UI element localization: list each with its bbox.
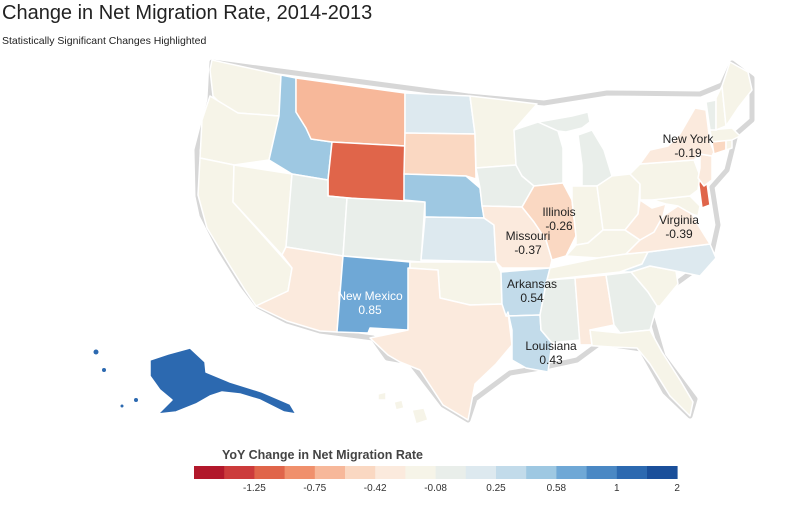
label-virginia-name: Virginia bbox=[659, 213, 699, 227]
legend-tick-label: -1.25 bbox=[243, 483, 266, 494]
legend-tick-labels: -1.25 -0.75 -0.42 -0.08 0.25 0.58 1 2 bbox=[243, 483, 680, 494]
label-new-york-value: -0.19 bbox=[674, 146, 702, 160]
legend-tick-label: -0.42 bbox=[364, 483, 387, 494]
label-louisiana-name: Louisiana bbox=[525, 339, 577, 353]
state-hi-3 bbox=[411, 407, 429, 425]
label-virginia-value: -0.39 bbox=[665, 227, 693, 241]
legend-swatch bbox=[647, 466, 678, 479]
state-il bbox=[521, 182, 577, 261]
label-missouri-name: Missouri bbox=[506, 229, 551, 243]
state-or bbox=[199, 95, 280, 166]
legend-swatch bbox=[435, 466, 467, 479]
legend-swatch bbox=[194, 466, 225, 479]
state-ak bbox=[149, 347, 297, 415]
us-map: New Mexico 0.85 Arkansas 0.54 Louisiana … bbox=[93, 59, 755, 425]
legend-swatches bbox=[194, 466, 678, 479]
legend-swatch bbox=[314, 466, 346, 479]
legend-swatch bbox=[254, 466, 285, 479]
label-arkansas-name: Arkansas bbox=[507, 277, 557, 291]
legend-swatch bbox=[496, 466, 527, 479]
state-md bbox=[651, 195, 701, 217]
label-illinois-value: -0.26 bbox=[545, 219, 573, 233]
state-hi-2 bbox=[393, 399, 405, 411]
map-subtitle: Statistically Significant Changes Highli… bbox=[2, 35, 207, 47]
state-nc bbox=[619, 243, 717, 277]
state-hi bbox=[377, 391, 387, 401]
label-new-york-name: New York bbox=[663, 132, 715, 146]
legend-swatch bbox=[465, 466, 497, 479]
legend-tick-label: 0.58 bbox=[547, 483, 567, 494]
legend-swatch bbox=[284, 466, 316, 479]
label-illinois-name: Illinois bbox=[542, 205, 575, 219]
map-title: Change in Net Migration Rate, 2014-2013 bbox=[2, 2, 373, 24]
legend-tick-label: 0.25 bbox=[486, 483, 506, 494]
label-new-mexico-value: 0.85 bbox=[358, 303, 382, 317]
state-me bbox=[721, 61, 753, 127]
legend-swatch bbox=[586, 466, 618, 479]
state-ma bbox=[709, 127, 741, 143]
label-new-mexico-name: New Mexico bbox=[337, 289, 403, 303]
label-louisiana-value: 0.43 bbox=[539, 353, 563, 367]
legend-tick-label: 1 bbox=[614, 483, 620, 494]
state-fl bbox=[579, 329, 694, 417]
label-missouri-value: -0.37 bbox=[514, 243, 542, 257]
legend-tick-label: 2 bbox=[674, 483, 680, 494]
legend-swatch bbox=[375, 466, 406, 479]
state-ny bbox=[639, 107, 715, 165]
legend-tick-label: -0.75 bbox=[303, 483, 326, 494]
state-sd bbox=[403, 132, 477, 180]
legend-tick-label: -0.08 bbox=[424, 483, 447, 494]
legend-swatch bbox=[556, 466, 587, 479]
alaska-islands bbox=[93, 349, 138, 408]
legend-swatch bbox=[526, 466, 557, 479]
legend-swatch bbox=[345, 466, 376, 479]
legend-swatch bbox=[405, 466, 436, 479]
state-mi bbox=[537, 111, 591, 133]
states-layer bbox=[149, 59, 753, 425]
legend-swatch bbox=[224, 466, 255, 479]
legend-title: YoY Change in Net Migration Rate bbox=[222, 448, 423, 462]
state-tx bbox=[369, 267, 513, 421]
legend-swatch bbox=[616, 466, 648, 479]
state-value-labels: New Mexico 0.85 Arkansas 0.54 Louisiana … bbox=[337, 132, 714, 367]
label-arkansas-value: 0.54 bbox=[520, 291, 544, 305]
